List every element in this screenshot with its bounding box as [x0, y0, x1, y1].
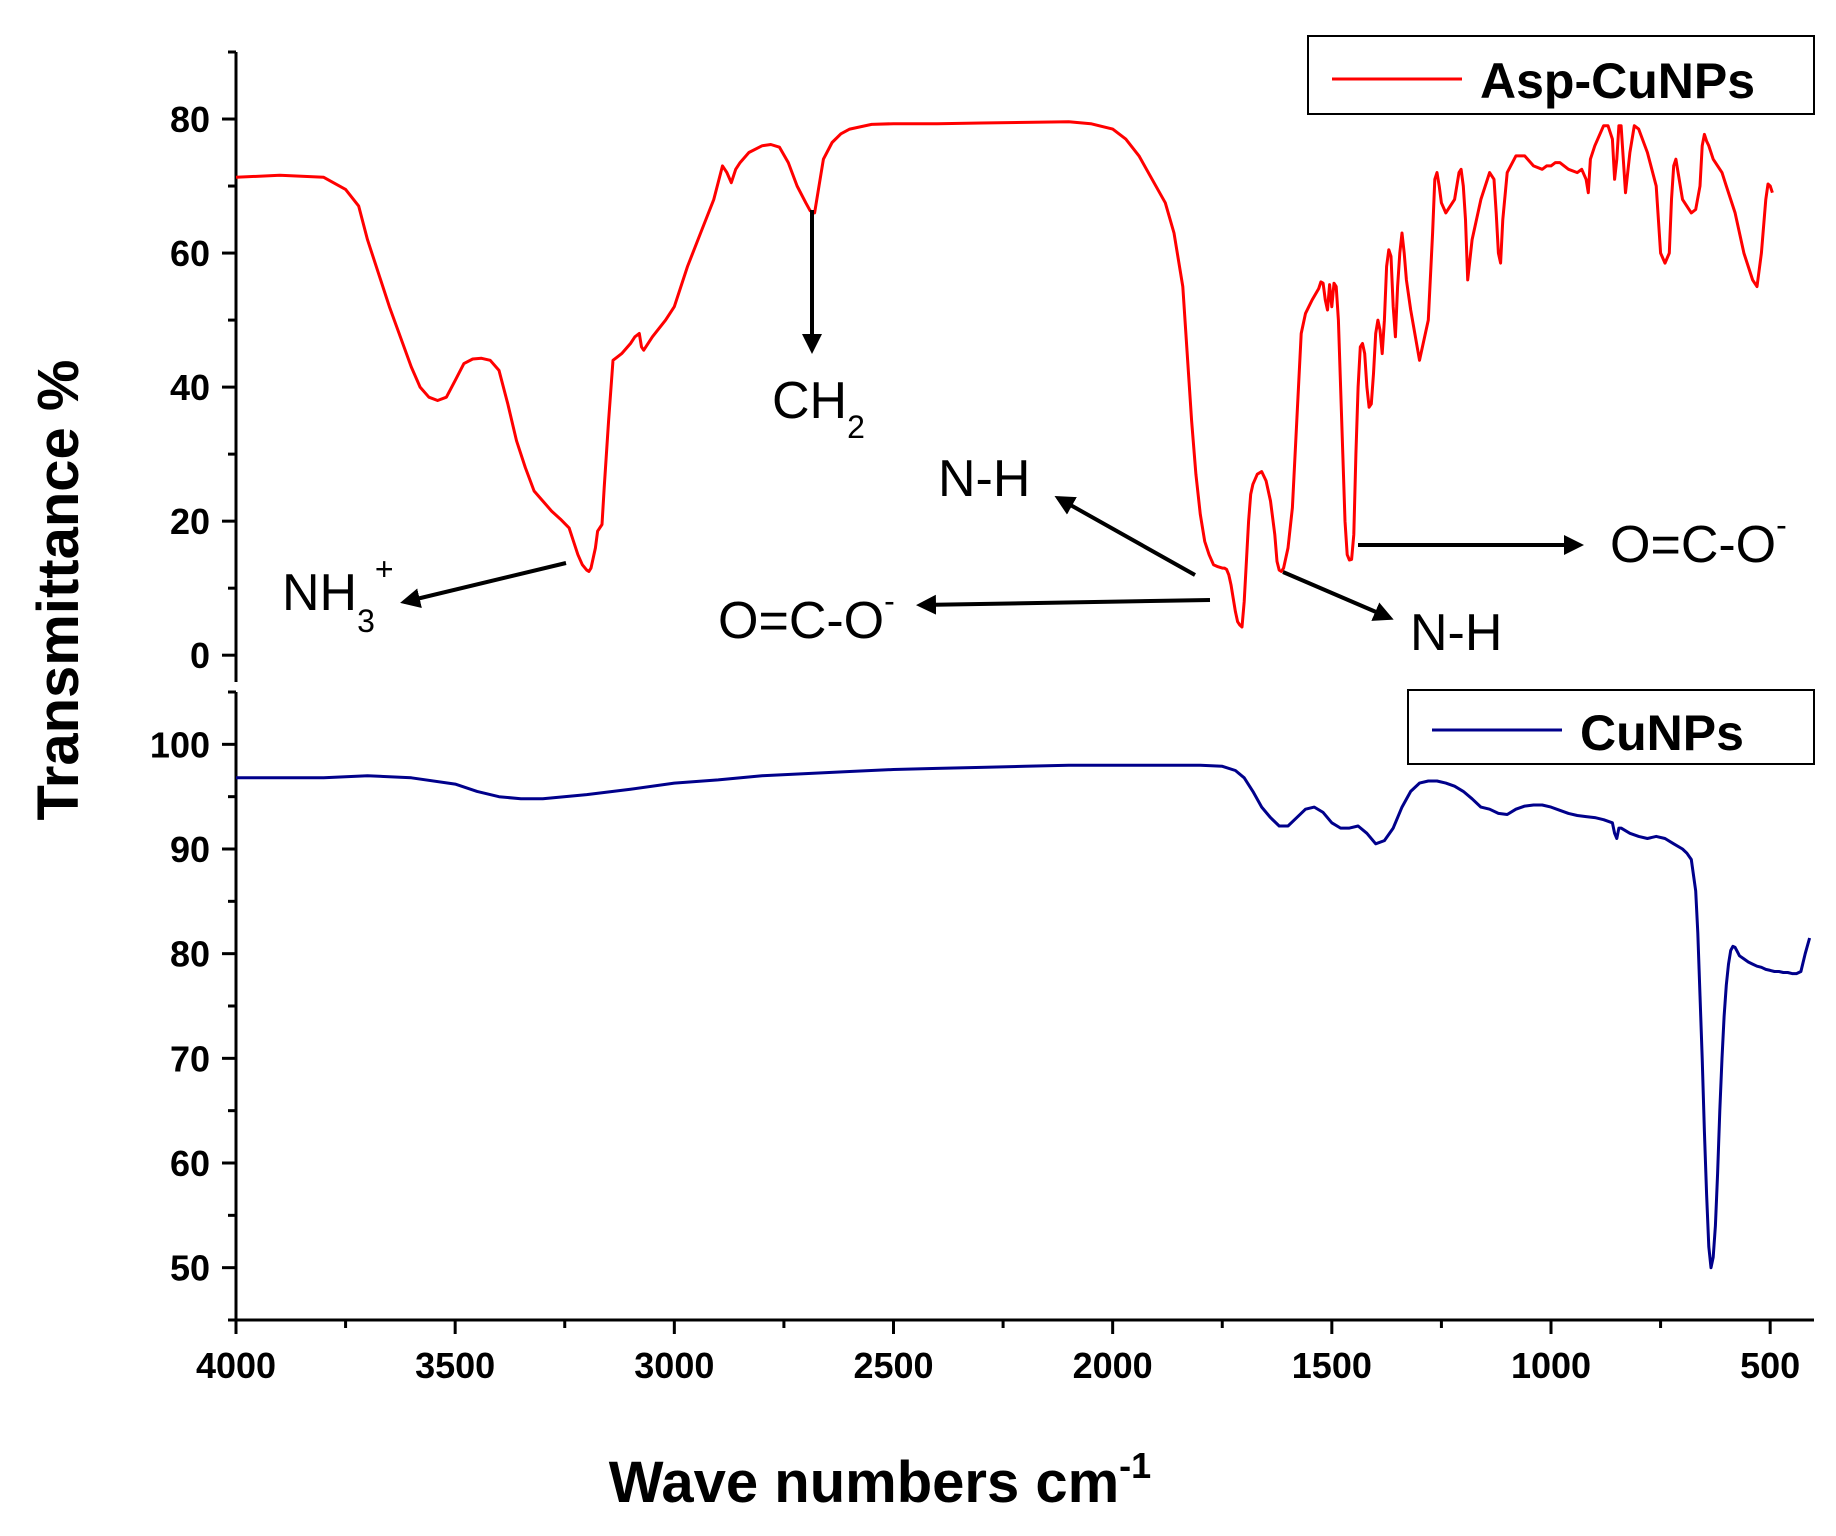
x-axis-title: Wave numbers cm-1	[609, 1445, 1151, 1515]
annotation-oco-left: O=C-O-	[718, 583, 895, 650]
y-tick-label-top: 60	[170, 233, 210, 274]
annotation-nh-top: N-H	[938, 450, 1030, 508]
series-layer	[235, 120, 1812, 1270]
y-tick-label-bottom: 60	[170, 1143, 210, 1184]
annotation-ch2: CH2	[772, 372, 865, 445]
y-tick-label-bottom: 80	[170, 934, 210, 975]
arrow-oco-left	[916, 594, 1211, 615]
annotation-nh-bottom: N-H	[1410, 604, 1502, 662]
annotations: CH2 NH3+ N-H O=C-O- N-H O=C-O-	[282, 372, 1787, 662]
legend-asp-cunps: Asp-CuNPs	[1307, 35, 1815, 115]
legend-label-cunps: CuNPs	[1580, 705, 1744, 761]
legend-label-asp: Asp-CuNPs	[1480, 53, 1755, 109]
x-tick-label: 1500	[1292, 1345, 1372, 1386]
y-axis-title: Transmittance %	[26, 360, 91, 821]
series-line-bottom	[236, 763, 1812, 1270]
x-tick-label: 3500	[415, 1345, 495, 1386]
arrow-nh-top	[1054, 496, 1196, 577]
legend-cunps: CuNPs	[1407, 689, 1815, 765]
x-tick-label: 500	[1740, 1345, 1800, 1386]
y-tick-label-top: 40	[170, 367, 210, 408]
arrow-nh-bottom	[1282, 570, 1394, 621]
x-tick-label: 4000	[196, 1345, 276, 1386]
annotation-nh3: NH3+	[282, 551, 394, 639]
y-tick-label-bottom: 70	[170, 1038, 210, 1079]
y-tick-label-top: 20	[170, 501, 210, 542]
y-tick-label-top: 80	[170, 99, 210, 140]
y-tick-label-bottom: 50	[170, 1248, 210, 1289]
x-tick-label: 2500	[853, 1345, 933, 1386]
annotation-arrows	[400, 210, 1584, 621]
y-tick-label-bottom: 100	[150, 724, 210, 765]
x-tick-label: 2000	[1073, 1345, 1153, 1386]
axes	[222, 50, 1814, 1334]
y-tick-label-top: 0	[190, 635, 210, 676]
annotation-oco-right: O=C-O-	[1610, 507, 1787, 574]
y-tick-label-bottom: 90	[170, 829, 210, 870]
arrow-nh3	[400, 561, 567, 608]
x-tick-label: 1000	[1511, 1345, 1591, 1386]
tick-labels: 4000 3500 3000 2500 2000 1500 1000 500 0 20 40 60 80…	[150, 99, 1800, 1386]
series-line-top	[235, 120, 1774, 629]
x-tick-label: 3000	[634, 1345, 714, 1386]
